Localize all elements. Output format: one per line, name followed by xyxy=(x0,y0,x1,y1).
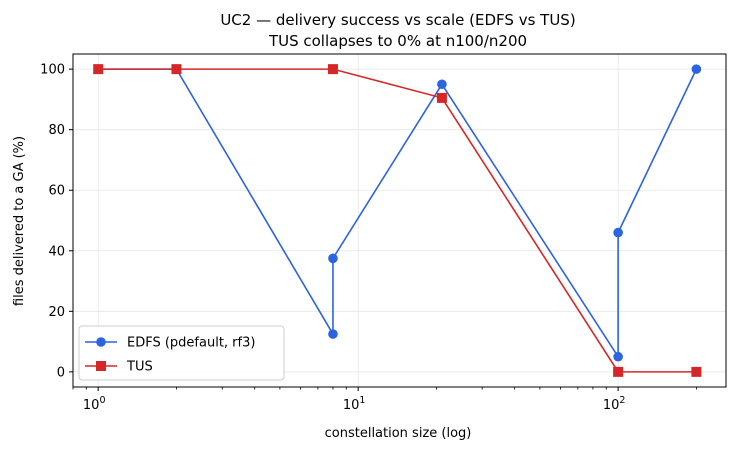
y-tick-label: 100 xyxy=(40,63,65,78)
data-point-marker xyxy=(327,64,338,75)
chart-title: UC2 — delivery success vs scale (EDFS vs… xyxy=(220,11,575,29)
legend-marker xyxy=(96,361,106,371)
data-point-marker xyxy=(93,64,104,75)
x-tick-label: 102 xyxy=(603,395,626,413)
data-point-marker xyxy=(328,329,338,339)
y-tick-label: 60 xyxy=(48,184,65,199)
data-point-marker xyxy=(613,366,624,377)
x-axis-label: constellation size (log) xyxy=(325,426,472,441)
data-point-marker xyxy=(613,227,623,238)
legend-label: EDFS (pdefault, rf3) xyxy=(127,336,255,351)
y-tick-label: 20 xyxy=(48,305,65,320)
x-tick-label: 101 xyxy=(343,395,366,413)
legend-box xyxy=(78,325,285,381)
plot-frame xyxy=(72,53,727,388)
chart-subtitle: TUS collapses to 0% at n100/n200 xyxy=(268,32,527,50)
y-tick-label: 0 xyxy=(57,365,65,380)
data-point-marker xyxy=(613,351,623,362)
series-line-1 xyxy=(98,68,698,360)
series-layer xyxy=(93,64,702,377)
x-tick-label: 100 xyxy=(83,395,106,413)
data-point-marker xyxy=(436,92,447,103)
data-point-marker xyxy=(437,79,447,90)
legend: EDFS (pdefault, rf3) TUS xyxy=(78,325,285,381)
y-tick-label: 80 xyxy=(48,123,65,138)
legend-marker xyxy=(96,337,106,347)
y-tick-label: 40 xyxy=(48,244,65,259)
y-axis-label: files delivered to a GA (%) xyxy=(12,136,27,306)
data-point-marker xyxy=(691,366,702,377)
data-point-marker xyxy=(328,253,338,264)
data-point-marker xyxy=(171,64,182,75)
series-line-2 xyxy=(98,68,697,373)
data-point-marker xyxy=(691,64,702,74)
legend-label: TUS xyxy=(126,360,153,375)
